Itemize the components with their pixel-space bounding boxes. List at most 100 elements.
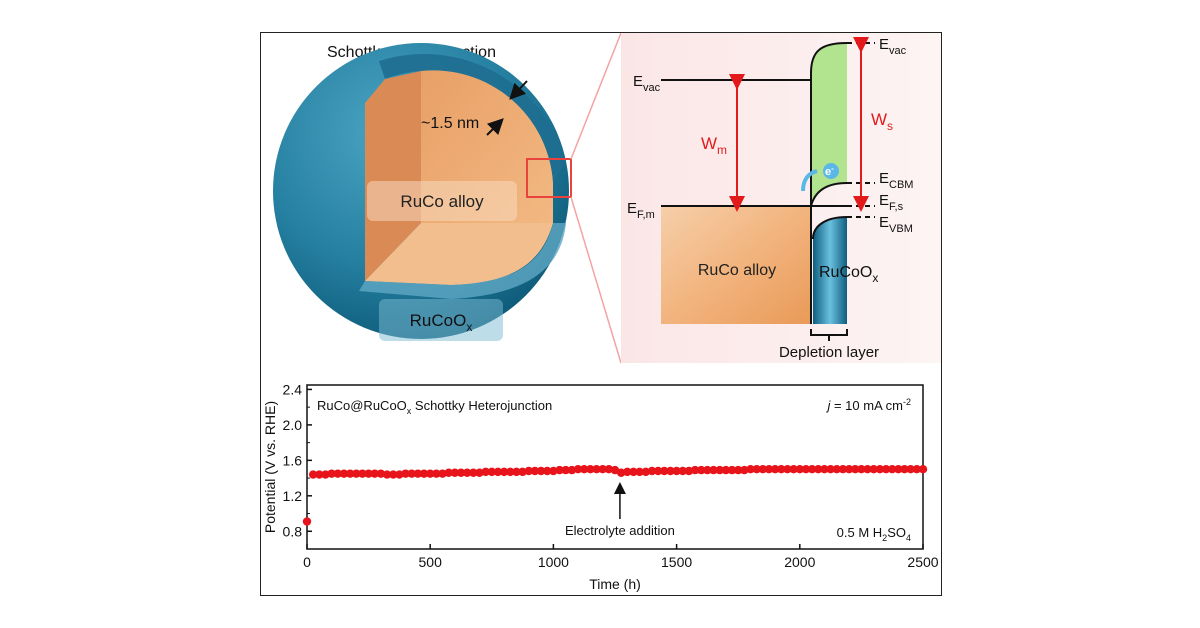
data-point <box>345 469 355 478</box>
core-label-bg <box>367 181 517 221</box>
data-point <box>857 465 866 474</box>
data-point <box>777 465 786 474</box>
data-series <box>302 465 928 526</box>
core-left-face <box>365 71 421 281</box>
x-axis-label: Time (h) <box>589 576 641 592</box>
data-point <box>894 465 903 474</box>
x-tick-label: 2500 <box>907 554 938 570</box>
data-point <box>389 470 398 479</box>
data-point <box>844 465 854 474</box>
data-point <box>826 465 835 474</box>
electron-icon <box>823 163 839 179</box>
data-point <box>450 468 460 477</box>
data-point <box>647 466 657 476</box>
x-tick-label: 1500 <box>661 554 692 570</box>
data-point <box>426 469 435 478</box>
data-point <box>715 465 724 475</box>
data-point <box>789 465 798 474</box>
data-point <box>727 465 737 475</box>
data-point <box>321 470 330 479</box>
data-point <box>481 467 490 477</box>
data-point <box>543 466 552 476</box>
evbm-label: EVBM <box>879 214 913 235</box>
data-point <box>906 465 915 474</box>
current-density-label: j = 10 mA cm-2 <box>825 397 911 413</box>
figure-canvas: Schottky Heterojunction RuCo alloy RuCoO… <box>262 33 941 592</box>
semiconductor-label: RuCoOx <box>819 264 878 285</box>
zoom-region-box <box>526 158 572 198</box>
y-tick-label: 2.0 <box>283 417 303 433</box>
figure-frame: Schottky Heterojunction RuCo alloy RuCoO… <box>260 32 942 596</box>
data-point <box>432 469 441 478</box>
core-bottom-face <box>365 223 553 285</box>
data-point <box>851 465 860 474</box>
data-point <box>881 465 891 474</box>
data-point <box>635 467 644 477</box>
data-point <box>438 469 447 478</box>
data-point <box>549 466 558 476</box>
valence-band-curve <box>812 216 848 240</box>
annotation-label: Electrolyte addition <box>565 523 675 538</box>
data-point <box>838 465 848 474</box>
data-point <box>660 466 669 476</box>
y-axis: 0.8 1.2 1.6 2.0 2.4 <box>283 381 312 539</box>
data-point <box>888 465 897 474</box>
data-point <box>616 468 626 477</box>
evac-left-label: Evac <box>633 73 661 94</box>
data-point <box>370 469 379 478</box>
data-point <box>629 467 638 477</box>
data-point <box>401 469 410 478</box>
data-point <box>561 465 570 475</box>
data-point <box>530 466 540 476</box>
shell-label-bg <box>379 299 503 341</box>
data-point <box>807 465 817 474</box>
data-point <box>598 465 607 474</box>
data-point <box>703 465 712 475</box>
data-point <box>358 469 367 478</box>
core-label: RuCo alloy <box>400 192 484 211</box>
data-point <box>770 465 780 474</box>
data-point <box>820 465 829 474</box>
data-point <box>308 470 318 479</box>
data-point <box>475 468 484 477</box>
data-point <box>746 465 755 474</box>
zoom-line-bottom <box>570 196 622 364</box>
shell-bottom-rim <box>359 223 566 299</box>
data-point <box>900 465 909 474</box>
data-point <box>604 465 614 474</box>
y-tick-label: 1.6 <box>283 452 303 468</box>
data-point <box>419 469 429 478</box>
thickness-label: ~1.5 nm <box>421 115 479 132</box>
data-point <box>444 468 453 477</box>
data-point <box>524 466 533 476</box>
data-point <box>863 465 872 474</box>
data-point <box>684 466 694 476</box>
data-point <box>327 469 336 478</box>
thickness-arrow-inner <box>486 118 504 136</box>
data-point <box>586 465 595 474</box>
shell-label: RuCoOx <box>410 311 473 334</box>
data-point <box>734 465 743 475</box>
data-point <box>709 465 718 475</box>
metal-label: RuCo alloy <box>698 262 776 279</box>
data-point <box>653 466 663 476</box>
x-tick-label: 1000 <box>538 554 569 570</box>
data-point <box>580 465 589 474</box>
x-tick-label: 0 <box>303 554 311 570</box>
data-point <box>721 465 731 475</box>
data-point <box>499 467 509 477</box>
electron-label: e- <box>825 164 834 178</box>
chart-title: RuCo@RuCoOx Schottky Heterojunction <box>317 398 552 416</box>
depletion-label: Depletion layer <box>779 344 879 361</box>
y-tick-label: 0.8 <box>283 523 303 539</box>
data-point <box>462 468 472 477</box>
x-axis: 0 500 1000 1500 2000 2500 <box>303 544 939 570</box>
data-point <box>666 466 675 476</box>
depletion-bracket <box>810 329 848 341</box>
data-point <box>407 469 416 478</box>
data-point <box>690 465 700 475</box>
x-tick-label: 500 <box>419 554 443 570</box>
data-point <box>413 469 423 478</box>
data-point <box>832 465 841 474</box>
data-point <box>875 465 885 474</box>
